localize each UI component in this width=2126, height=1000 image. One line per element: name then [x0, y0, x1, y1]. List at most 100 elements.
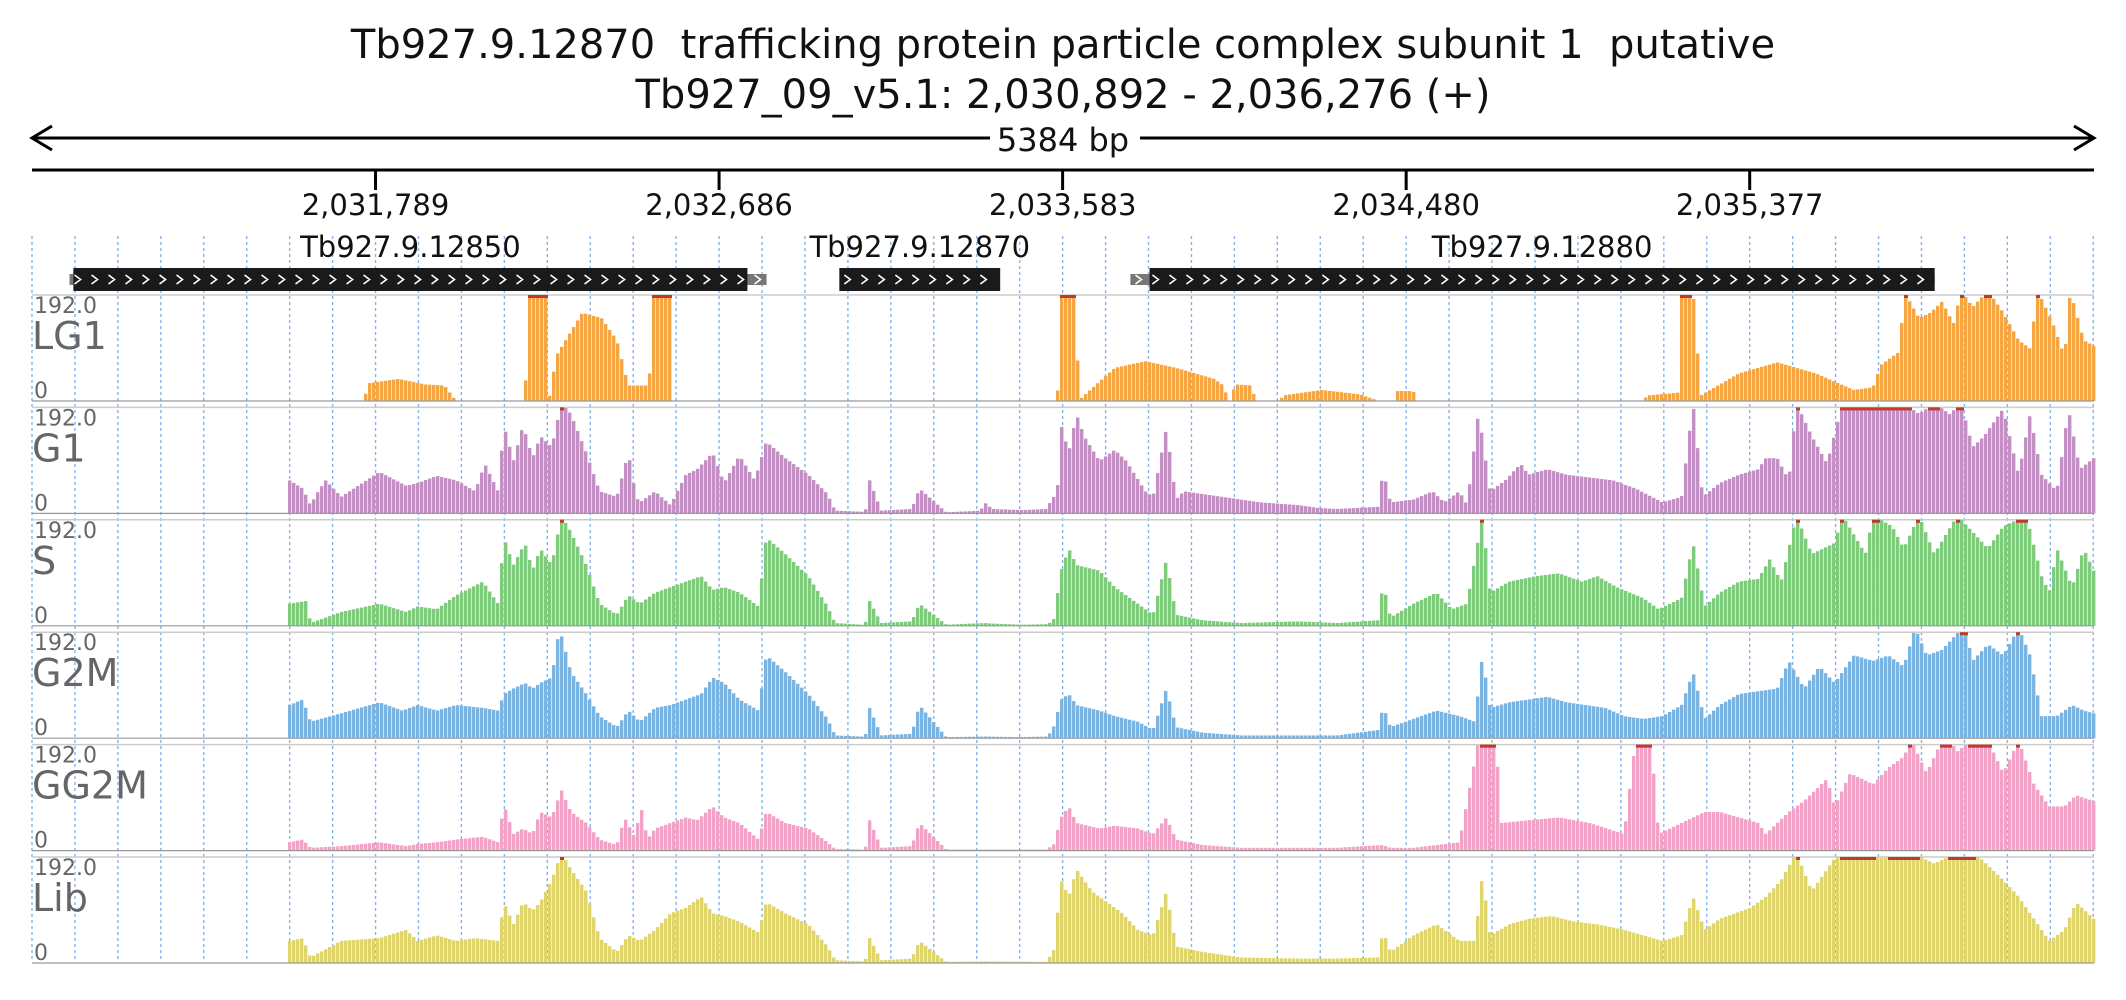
- track-name: S: [32, 539, 56, 583]
- coverage-bar: [588, 574, 592, 626]
- coverage-bar: [1176, 497, 1180, 514]
- coverage-bar: [852, 624, 856, 626]
- coverage-bar: [348, 610, 352, 626]
- coverage-bar: [1260, 847, 1264, 851]
- coverage-bar: [756, 470, 760, 514]
- coverage-bar: [1692, 817, 1696, 851]
- coverage-bar: [1316, 390, 1320, 401]
- coverage-bar: [1868, 532, 1872, 626]
- coverage-bar: [1708, 811, 1712, 851]
- coverage-bar: [1744, 909, 1748, 963]
- coverage-bar: [1864, 857, 1868, 963]
- coverage-bar: [856, 511, 860, 514]
- coverage-bar: [1452, 495, 1456, 514]
- coverage-bar: [768, 813, 772, 851]
- coverage-bar: [904, 621, 908, 626]
- coverage-bar: [1600, 826, 1604, 851]
- coverage-bar: [352, 709, 356, 739]
- coverage-bar: [432, 477, 436, 514]
- coverage-bar: [1608, 709, 1612, 739]
- coverage-bar: [508, 821, 512, 851]
- coverage-bar: [564, 799, 568, 851]
- coverage-bar: [1436, 925, 1440, 963]
- coverage-bar: [1676, 497, 1680, 514]
- coverage-bar: [1960, 520, 1964, 626]
- coverage-bar: [1176, 839, 1180, 851]
- coverage-bar: [1056, 912, 1060, 963]
- coverage-bar: [1252, 501, 1256, 514]
- coverage-bar: [1060, 816, 1064, 851]
- coverage-bar: [1868, 407, 1872, 514]
- gene-body[interactable]: [1149, 268, 1935, 291]
- coverage-bar: [896, 846, 900, 851]
- coverage-bar: [1156, 715, 1160, 739]
- coverage-bar: [1796, 519, 1800, 626]
- coverage-bar: [332, 944, 336, 963]
- coverage-bar: [828, 844, 832, 851]
- coverage-bar: [2028, 654, 2032, 739]
- coverage-bar: [1908, 535, 1912, 626]
- coverage-bar: [596, 837, 600, 851]
- coverage-bar: [2020, 458, 2024, 514]
- coverage-bar: [936, 504, 940, 514]
- coverage-bar: [1860, 657, 1864, 739]
- coverage-bar: [540, 437, 544, 514]
- coverage-bar: [544, 814, 548, 851]
- coverage-bar: [1764, 833, 1768, 851]
- coverage-bar: [1500, 482, 1504, 514]
- coverage-bar: [1320, 847, 1324, 851]
- coverage-bar: [568, 529, 572, 626]
- coverage-bar: [1932, 758, 1936, 851]
- coverage-bar: [2052, 567, 2056, 626]
- coverage-bar: [1280, 503, 1284, 514]
- coverage-bar: [460, 592, 464, 626]
- coverage-bar: [600, 605, 604, 626]
- coverage-bar: [1120, 456, 1124, 514]
- coverage-bar: [1188, 842, 1192, 851]
- coverage-bar: [1472, 721, 1476, 739]
- coverage-bar: [1584, 477, 1588, 514]
- gene-Tb927.9.12870[interactable]: Tb927.9.12870: [808, 230, 1030, 291]
- gene-Tb927.9.12850[interactable]: Tb927.9.12850: [69, 230, 767, 291]
- coverage-bar: [1280, 621, 1284, 626]
- coverage-bar: [1628, 931, 1632, 963]
- coverage-bar: [1744, 371, 1748, 401]
- coverage-bar: [496, 603, 500, 626]
- coverage-bar: [1344, 847, 1348, 851]
- coverage-bar: [2048, 940, 2052, 963]
- coverage-bar: [1600, 478, 1604, 514]
- gene-Tb927.9.12880[interactable]: Tb927.9.12880: [1130, 230, 1935, 291]
- coverage-bar: [1960, 632, 1964, 739]
- coverage-bar: [1220, 954, 1224, 963]
- coverage-bar: [300, 601, 304, 626]
- coverage-bar: [1436, 496, 1440, 514]
- gene-body[interactable]: [73, 268, 748, 291]
- coverage-bar: [644, 716, 648, 739]
- coverage-bar: [1044, 624, 1048, 626]
- coverage-bar: [1368, 957, 1372, 963]
- coverage-bar: [1696, 568, 1700, 626]
- coverage-bar: [908, 846, 912, 851]
- coverage-bar: [1756, 469, 1760, 514]
- coverage-bar: [820, 838, 824, 851]
- coverage-bar: [1360, 846, 1364, 851]
- coverage-bar: [2056, 336, 2060, 401]
- coverage-bar: [1928, 542, 1932, 626]
- coverage-bar: [1696, 815, 1700, 851]
- coverage-bar: [1168, 909, 1172, 963]
- coverage-bar: [1584, 822, 1588, 851]
- coverage-bar: [1676, 936, 1680, 963]
- coverage-bar: [1716, 594, 1720, 626]
- coverage-bar: [880, 510, 884, 514]
- coverage-bar: [2056, 934, 2060, 963]
- coverage-bar: [288, 603, 292, 626]
- gene-body[interactable]: [839, 268, 1001, 291]
- coverage-bar: [1448, 498, 1452, 514]
- coverage-bar: [1744, 580, 1748, 626]
- coverage-bar: [700, 897, 704, 963]
- coverage-bar: [1412, 847, 1416, 851]
- coverage-bar: [1944, 645, 1948, 739]
- coverage-bar: [1684, 295, 1688, 401]
- coverage-bar: [1956, 750, 1960, 851]
